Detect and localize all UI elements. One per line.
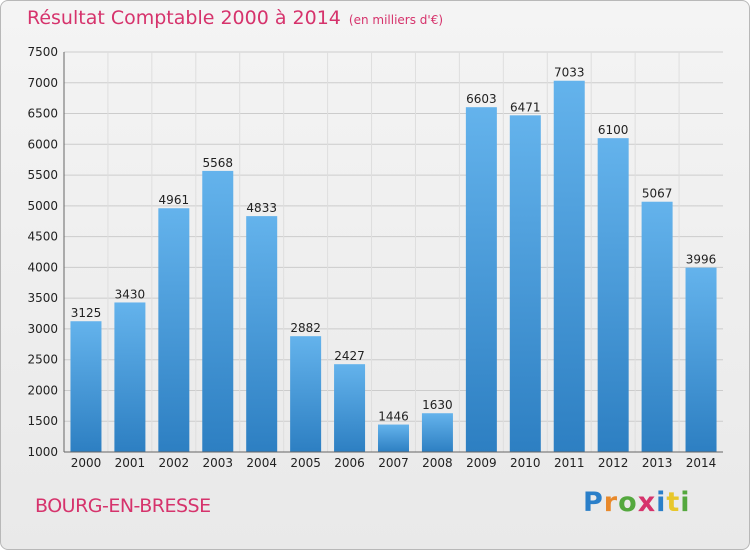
x-tick-label: 2006 [334, 456, 365, 470]
x-tick-label: 2005 [290, 456, 321, 470]
bar-2009 [465, 107, 497, 452]
chart-unit: (en milliers d'€) [348, 13, 444, 27]
data-label: 3996 [686, 253, 717, 267]
bars: 3125 3430 4961 5568 4833 2882 2427 1446 1630 6603… [70, 66, 717, 453]
x-tick-label: 2002 [159, 456, 190, 470]
location-name: BOURG-EN-BRESSE [35, 495, 211, 517]
x-tick-label: 2008 [422, 456, 453, 470]
axes: 1000 1500 2000 2500 3000 3500 4000 4500 5000 5500… [27, 45, 723, 470]
bar-2007 [378, 424, 409, 452]
bar-2011 [553, 80, 585, 452]
bar-2006 [334, 364, 366, 452]
y-tick-label: 6500 [27, 107, 58, 121]
y-tick-label: 6000 [27, 137, 58, 151]
bar-2001 [114, 302, 146, 452]
x-tick-label: 2004 [246, 456, 277, 470]
data-label: 1446 [378, 410, 409, 424]
logo-letter: i [656, 487, 667, 518]
x-tick-label: 2009 [466, 456, 497, 470]
x-tick-label: 2012 [598, 456, 629, 470]
y-tick-label: 7500 [27, 45, 58, 59]
bar-2005 [290, 336, 322, 452]
logo-letter: x [637, 487, 657, 518]
bar-2013 [641, 201, 673, 452]
y-tick-label: 3500 [27, 291, 58, 305]
y-tick-label: 4000 [27, 260, 58, 274]
bar-2002 [158, 208, 190, 452]
data-label: 6100 [598, 123, 629, 137]
bar-2010 [509, 115, 541, 453]
x-tick-label: 2010 [510, 456, 541, 470]
x-tick-label: 2000 [71, 456, 102, 470]
bar-2014 [685, 267, 717, 452]
data-label: 5568 [202, 156, 233, 170]
x-tick-label: 2003 [202, 456, 233, 470]
logo-letter: o [618, 487, 638, 518]
y-tick-label: 4500 [27, 230, 58, 244]
x-tick-label: 2014 [686, 456, 717, 470]
y-tick-label: 5000 [27, 199, 58, 213]
data-label: 6603 [466, 92, 497, 106]
data-label: 4961 [159, 193, 190, 207]
data-label: 4833 [246, 201, 277, 215]
data-label: 1630 [422, 398, 453, 412]
data-label: 3125 [71, 306, 102, 320]
y-tick-label: 2500 [27, 353, 58, 367]
chart-title-text: Résultat Comptable 2000 à 2014 [27, 7, 341, 29]
bar-2004 [246, 216, 278, 452]
data-label: 2882 [290, 321, 321, 335]
x-tick-label: 2007 [378, 456, 409, 470]
x-tick-label: 2013 [642, 456, 673, 470]
proxiti-logo: Proxiti [583, 487, 691, 518]
logo-letter: r [603, 487, 619, 518]
y-tick-label: 5500 [27, 168, 58, 182]
y-tick-label: 2000 [27, 383, 58, 397]
bar-2008 [421, 413, 453, 452]
y-tick-label: 7000 [27, 76, 58, 90]
logo-letter: i [680, 487, 691, 518]
logo-letter: P [583, 487, 604, 518]
x-tick-label: 2001 [115, 456, 146, 470]
data-label: 7033 [554, 66, 585, 80]
bar-2003 [202, 170, 234, 452]
data-label: 3430 [115, 287, 146, 301]
data-label: 5067 [642, 187, 673, 201]
x-tick-label: 2011 [554, 456, 585, 470]
data-label: 6471 [510, 100, 541, 114]
bar-2000 [70, 321, 102, 452]
y-tick-label: 3000 [27, 322, 58, 336]
logo-letter: t [666, 487, 681, 518]
y-tick-label: 1000 [27, 445, 58, 459]
chart-title: Résultat Comptable 2000 à 2014 (en millie… [27, 7, 443, 29]
y-tick-label: 1500 [27, 414, 58, 428]
bar-2012 [597, 138, 629, 452]
data-label: 2427 [334, 349, 365, 363]
